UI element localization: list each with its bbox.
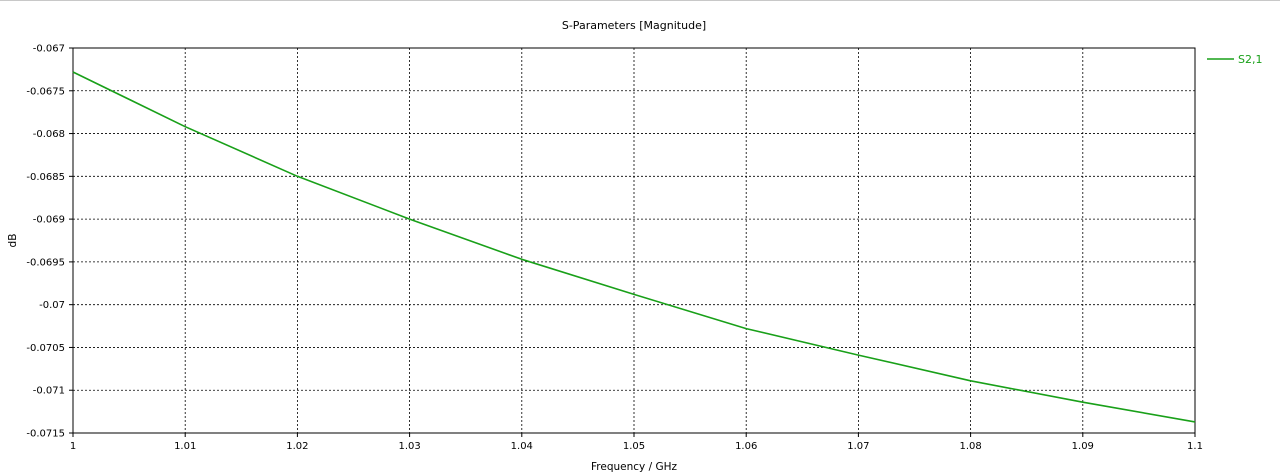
x-tick-label: 1.08	[959, 441, 981, 452]
y-tick-label: -0.0715	[26, 429, 65, 440]
x-axis-label: Frequency / GHz	[591, 461, 677, 473]
top-divider	[0, 0, 1280, 1]
legend-label-s21: S2,1	[1238, 53, 1262, 66]
y-tick-label: -0.0685	[26, 172, 65, 183]
legend[interactable]: S2,1	[1207, 53, 1262, 66]
series-line-s21	[72, 71, 1196, 423]
y-axis-ticks: -0.067 -0.0675 -0.068 -0.0685 -0.069 -0.0695 -…	[26, 44, 73, 440]
grid	[73, 48, 1195, 433]
y-tick-label: -0.068	[33, 129, 65, 140]
x-tick-label: 1	[70, 441, 76, 452]
chart-title: S-Parameters [Magnitude]	[562, 19, 706, 32]
y-tick-label: -0.067	[33, 44, 65, 55]
series-layer	[72, 71, 1196, 423]
x-tick-label: 1.05	[623, 441, 645, 452]
y-tick-label: -0.0675	[26, 86, 65, 97]
y-tick-label: -0.0695	[26, 257, 65, 268]
x-axis-ticks: 1 1.01 1.02 1.03 1.04 1.05 1.06 1.07 1.08 1.09 1.1	[70, 433, 1203, 452]
y-tick-label: -0.0705	[26, 343, 65, 354]
x-tick-label: 1.02	[286, 441, 308, 452]
y-tick-label: -0.07	[39, 300, 65, 311]
x-tick-label: 1.03	[398, 441, 420, 452]
y-tick-label: -0.071	[33, 386, 65, 397]
x-tick-label: 1.06	[735, 441, 757, 452]
x-tick-label: 1.04	[511, 441, 533, 452]
x-tick-label: 1.01	[174, 441, 196, 452]
y-axis-label: dB	[7, 234, 19, 248]
x-tick-label: 1.1	[1187, 441, 1203, 452]
y-tick-label: -0.069	[33, 215, 65, 226]
x-tick-label: 1.07	[847, 441, 869, 452]
x-tick-label: 1.09	[1072, 441, 1094, 452]
